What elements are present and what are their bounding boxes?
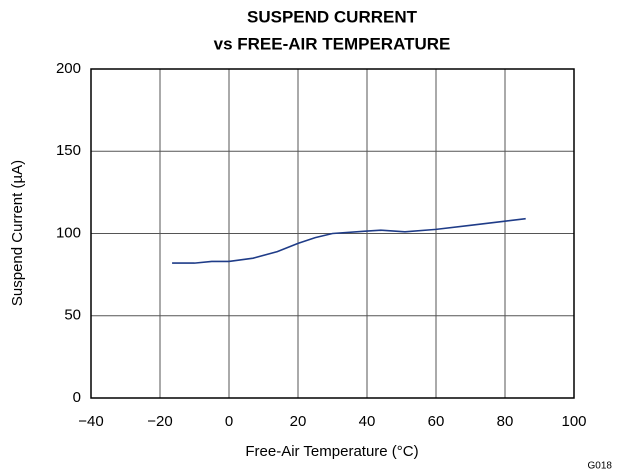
x-axis-label: Free-Air Temperature (°C) — [245, 443, 418, 460]
plot-frame — [90, 68, 575, 399]
x-tick-label: 20 — [290, 413, 307, 430]
x-tick-label: 40 — [359, 413, 376, 430]
x-tick-label: −40 — [78, 413, 103, 430]
y-tick-label: 150 — [56, 142, 81, 159]
x-tick-label: 100 — [561, 413, 586, 430]
y-tick-label: 100 — [56, 224, 81, 241]
x-tick-label: 0 — [225, 413, 233, 430]
data-line — [172, 217, 526, 264]
y-tick-label: 0 — [73, 389, 81, 406]
y-axis-label: Suspend Current (µA) — [9, 160, 26, 306]
x-tick-label: 60 — [428, 413, 445, 430]
y-tick-label: 200 — [56, 60, 81, 77]
x-tick-label: 80 — [497, 413, 514, 430]
chart-title: SUSPEND CURRENT — [247, 7, 418, 26]
chart-title: vs FREE-AIR TEMPERATURE — [214, 34, 451, 53]
y-tick-label: 50 — [64, 307, 81, 324]
annotation: G018 — [588, 461, 613, 472]
x-tick-label: −20 — [147, 413, 172, 430]
